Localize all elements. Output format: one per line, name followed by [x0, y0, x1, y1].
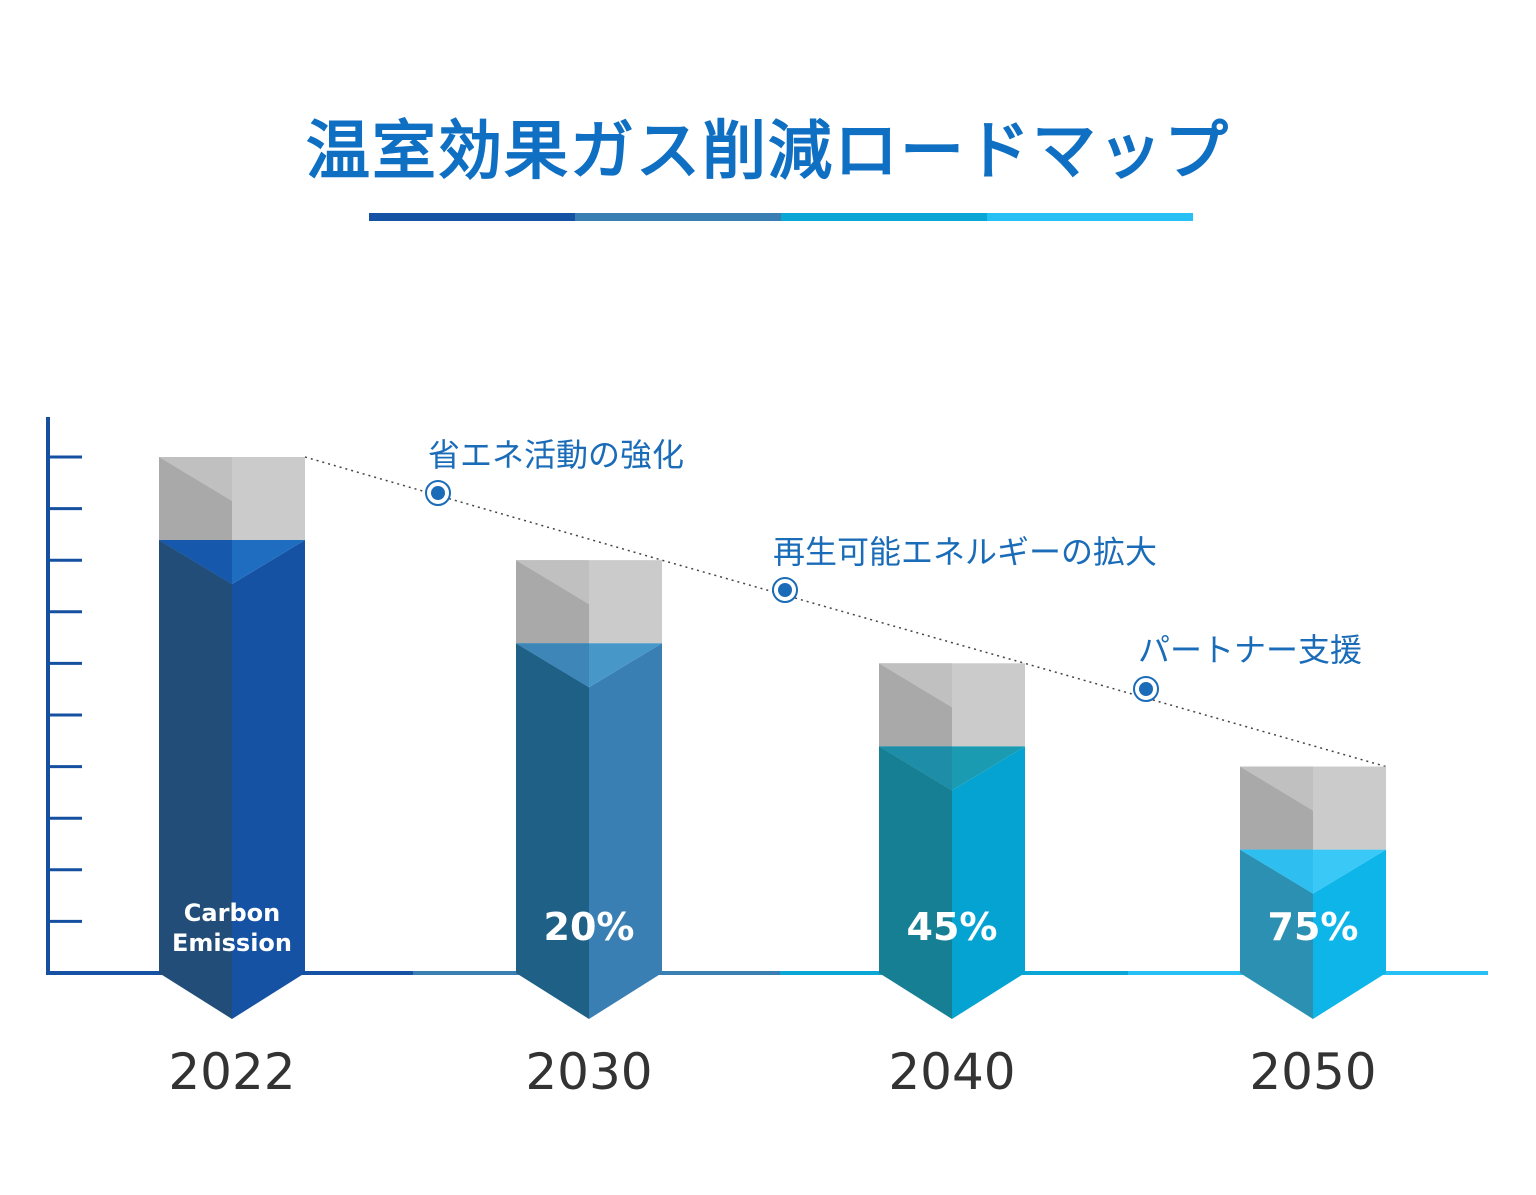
- bar-label: 45%: [907, 905, 998, 949]
- bar-cap-fold-shade: [516, 560, 589, 605]
- title-underline-segment-2: [575, 213, 781, 221]
- bar-label: Carbon: [184, 899, 280, 927]
- title-underline: [369, 213, 1193, 221]
- bar-body-right: [1313, 849, 1386, 1019]
- page-title: 温室効果ガス削減ロードマップ: [306, 115, 1230, 189]
- milestone-marker-dot: [778, 583, 792, 597]
- bar-cap-fold-shade: [159, 457, 232, 501]
- bar-body-left: [159, 540, 232, 1019]
- bar-body-left: [1240, 849, 1313, 1019]
- x-axis-label: 2030: [525, 1043, 652, 1101]
- bar-body-fold-shade: [516, 643, 589, 688]
- milestone-marker-dot: [431, 486, 445, 500]
- bar-label: Emission: [172, 929, 292, 957]
- x-axis-label: 2050: [1249, 1043, 1376, 1101]
- x-axis-label: 2040: [888, 1043, 1015, 1101]
- bar-body-right: [232, 540, 305, 1019]
- title-underline-segment-3: [781, 213, 987, 221]
- milestone-annotation: 省エネ活動の強化: [428, 436, 684, 474]
- bar-body-fold-shade: [159, 540, 232, 584]
- title-underline-segment-1: [369, 213, 575, 221]
- bar-cap-fold-shade: [1240, 766, 1313, 811]
- bar-body-right: [589, 643, 662, 1019]
- bar-body-left: [516, 643, 589, 1019]
- bar-body-left: [879, 746, 952, 1019]
- bar-label: 20%: [544, 905, 635, 949]
- title-underline-segment-4: [987, 213, 1193, 221]
- bar-body-right: [952, 746, 1025, 1019]
- trend-line: [304, 456, 1387, 768]
- milestone-marker-dot: [1139, 682, 1153, 696]
- bar-cap-fold-shade: [879, 663, 952, 708]
- bar-body-fold-shade: [879, 746, 952, 791]
- milestone-annotation: 再生可能エネルギーの拡大: [773, 533, 1157, 571]
- bar-body-fold-shade: [1240, 849, 1313, 894]
- bar-label: 75%: [1268, 905, 1359, 949]
- x-axis-label: 2022: [168, 1043, 295, 1101]
- milestone-annotation: パートナー支援: [1138, 631, 1362, 669]
